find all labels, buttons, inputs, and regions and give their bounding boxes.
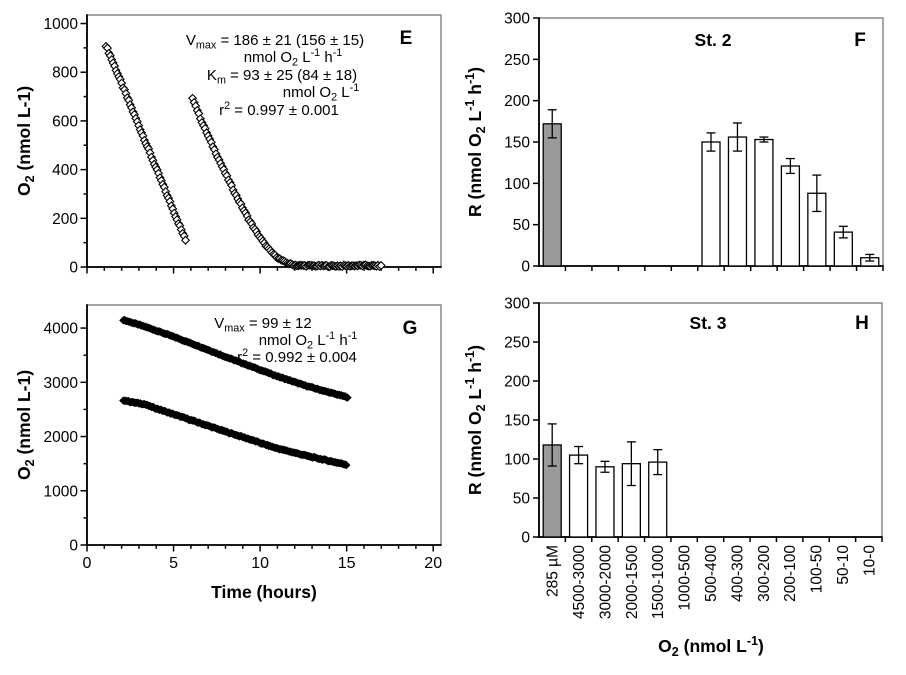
station-label: St. 2 bbox=[695, 30, 732, 50]
category-label: 500-400 bbox=[703, 545, 720, 602]
panel-e-chart: 0 200 400 600 800 1000 Vmax = 186 ± 21 (156 ± … bbox=[14, 14, 442, 277]
kinetics-annotation-line: nmol O2 L-1 h-1 bbox=[259, 330, 358, 352]
panel-letter: E bbox=[400, 28, 413, 49]
data-point bbox=[343, 393, 352, 402]
data-point bbox=[376, 260, 386, 271]
y-axis-tick-label: 2000 bbox=[44, 429, 79, 446]
category-label: 400-300 bbox=[729, 545, 746, 602]
error-bar bbox=[759, 136, 769, 143]
x-axis-tick-label: 5 bbox=[169, 555, 178, 572]
y-axis-tick-label: 100 bbox=[504, 176, 530, 193]
y-axis-tick-label: 50 bbox=[513, 491, 531, 508]
panel-h-chart: 0 50 100 150 200 250 300 285 µM 4500-3000 3000-20… bbox=[463, 296, 883, 659]
bar-285-M bbox=[542, 123, 562, 267]
y-axis-tick-label: 150 bbox=[504, 413, 530, 430]
x-axis-tick-label: 0 bbox=[83, 555, 92, 572]
category-label: 50-10 bbox=[835, 545, 852, 585]
plot-frame bbox=[538, 302, 883, 538]
y-axis-tick-label: 1000 bbox=[44, 16, 79, 33]
y-axis-tick-label: 400 bbox=[52, 162, 78, 179]
y-axis-tick-label: 50 bbox=[513, 217, 531, 234]
category-label: 3000-2000 bbox=[597, 545, 614, 620]
y-axis-tick-label: 1000 bbox=[44, 483, 79, 500]
category-label: 300-200 bbox=[756, 545, 773, 602]
kinetics-annotation-line: Vmax = 186 ± 21 (156 ± 15) bbox=[186, 32, 364, 52]
error-bar bbox=[785, 157, 795, 175]
panel-f-chart: 0 50 100 150 200 250 300 R (nmol O2 L-1 h-1) St.… bbox=[463, 11, 884, 276]
panel-letter: G bbox=[403, 318, 418, 339]
category-label: 1500-1000 bbox=[650, 545, 667, 620]
error-bar bbox=[838, 225, 848, 239]
error-bar bbox=[653, 448, 663, 476]
x-axis-tick-label: 20 bbox=[424, 555, 442, 572]
kinetics-annotation-line: Vmax = 99 ± 12 bbox=[214, 315, 311, 335]
panel-letter: F bbox=[854, 30, 866, 51]
category-label: 1000-500 bbox=[677, 545, 694, 611]
x-axis-title: Time (hours) bbox=[211, 582, 317, 602]
y-axis-tick-label: 150 bbox=[504, 135, 530, 152]
y-axis-tick-label: 100 bbox=[504, 452, 530, 469]
kinetics-annotation-line: r2 = 0.997 ± 0.001 bbox=[219, 100, 339, 119]
error-bar bbox=[547, 423, 557, 467]
error-bar bbox=[865, 253, 875, 262]
y-axis-tick-label: 3000 bbox=[44, 375, 79, 392]
series-incubation-1 bbox=[101, 41, 191, 245]
y-axis-tick-label: 250 bbox=[504, 52, 530, 69]
y-axis-tick-label: 0 bbox=[69, 538, 78, 555]
category-label: 2000-1500 bbox=[624, 545, 641, 620]
kinetics-annotation-line: r2 = 0.992 ± 0.004 bbox=[237, 347, 357, 366]
series-incubation-2 bbox=[188, 93, 386, 272]
y-axis-tick-label: 800 bbox=[52, 65, 78, 82]
bar-400-300 bbox=[727, 136, 748, 267]
panel-letter: H bbox=[855, 313, 869, 334]
data-point bbox=[342, 460, 351, 470]
category-label: 10-0 bbox=[861, 545, 878, 576]
series-bottle-2 bbox=[119, 396, 351, 470]
y-axis-tick-label: 4000 bbox=[44, 321, 79, 338]
error-bar bbox=[547, 109, 557, 139]
error-bar bbox=[574, 445, 584, 465]
y-axis-tick-label: 0 bbox=[521, 259, 530, 276]
kinetics-annotation-line: nmol O2 L-1 bbox=[283, 82, 360, 104]
station-label: St. 3 bbox=[690, 313, 727, 333]
bar-4500-3000 bbox=[568, 454, 589, 538]
y-axis-tick-label: 250 bbox=[504, 335, 530, 352]
y-axis-title: O2 (nmol L-1) bbox=[14, 86, 37, 196]
y-axis-title: O2 (nmol L-1) bbox=[14, 370, 37, 480]
kinetics-annotation-line: Km = 93 ± 25 (84 ± 18) bbox=[207, 67, 357, 87]
x-axis-title: O2 (nmol L-1) bbox=[658, 634, 764, 659]
error-bar bbox=[812, 174, 822, 213]
y-axis-title: R (nmol O2 L-1 h-1) bbox=[463, 345, 488, 495]
error-bar bbox=[600, 460, 610, 473]
bar-200-100 bbox=[780, 165, 801, 267]
bar-500-400 bbox=[701, 141, 721, 267]
y-axis-tick-label: 600 bbox=[52, 113, 78, 130]
y-axis-tick-label: 0 bbox=[69, 260, 78, 277]
bar-300-200 bbox=[754, 138, 774, 267]
y-axis-title: R (nmol O2 L-1 h-1) bbox=[463, 67, 488, 217]
bar-3000-2000 bbox=[595, 466, 615, 538]
x-axis-tick-label: 10 bbox=[251, 555, 269, 572]
category-label: 285 µM bbox=[545, 545, 562, 597]
error-bar bbox=[706, 132, 716, 152]
y-axis-tick-label: 300 bbox=[504, 296, 530, 313]
category-label: 100-50 bbox=[809, 545, 826, 594]
error-bar bbox=[732, 122, 742, 152]
y-axis-tick-label: 0 bbox=[521, 530, 530, 547]
panel-g-chart: 0 1000 2000 3000 4000 0 5 10 15 20 Vmax = 99 ± 12n… bbox=[14, 304, 442, 602]
category-label: 200-100 bbox=[782, 545, 799, 602]
kinetics-annotation-line: nmol O2 L-1 h-1 bbox=[244, 47, 343, 69]
y-axis-tick-label: 200 bbox=[504, 374, 530, 391]
series-bottle-1 bbox=[119, 315, 352, 402]
category-label: 4500-3000 bbox=[571, 545, 588, 620]
error-bar bbox=[626, 441, 636, 487]
y-axis-tick-label: 300 bbox=[504, 11, 530, 28]
y-axis-tick-label: 200 bbox=[52, 211, 78, 228]
x-axis-tick-label: 15 bbox=[338, 555, 356, 572]
y-axis-tick-label: 200 bbox=[504, 93, 530, 110]
data-point bbox=[180, 235, 191, 245]
